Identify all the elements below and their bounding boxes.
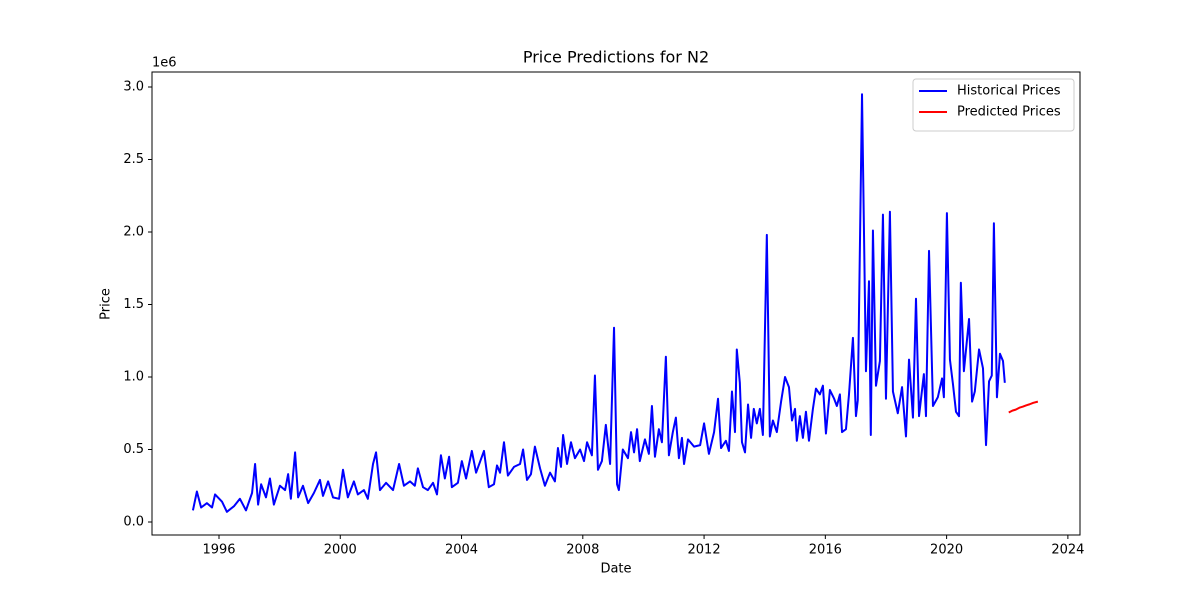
y-tick-label: 2.0 (123, 224, 144, 239)
x-tick-label: 2000 (324, 543, 357, 558)
series-line (191, 93, 1006, 513)
y-tick-label: 0.5 (123, 442, 144, 457)
x-tick-label: 2004 (445, 543, 478, 558)
legend-box (912, 78, 1075, 132)
y-offset-label: 1e6 (152, 56, 177, 71)
x-tick-label: 2016 (809, 543, 842, 558)
y-tick-label: 3.0 (123, 79, 144, 94)
chart-title: Price Predictions for N2 (523, 48, 709, 67)
y-tick-label: 0.0 (123, 514, 144, 529)
y-axis-label: Price (99, 288, 114, 320)
plot-area (191, 93, 1039, 513)
x-tick-label: 2020 (930, 543, 963, 558)
legend-label: Historical Prices (957, 84, 1061, 99)
y-tick-label: 2.5 (123, 152, 144, 167)
y-tick-label: 1.5 (123, 297, 144, 312)
x-tick-label: 2008 (566, 543, 599, 558)
x-tick-label: 2012 (688, 543, 721, 558)
axes-frame (151, 71, 1081, 536)
legend-label: Predicted Prices (957, 105, 1061, 120)
x-axis-label: Date (600, 562, 631, 577)
series-line (1008, 400, 1039, 414)
x-tick-label: 1996 (202, 543, 235, 558)
x-tick-label: 2024 (1051, 543, 1084, 558)
y-tick-label: 1.0 (123, 369, 144, 384)
